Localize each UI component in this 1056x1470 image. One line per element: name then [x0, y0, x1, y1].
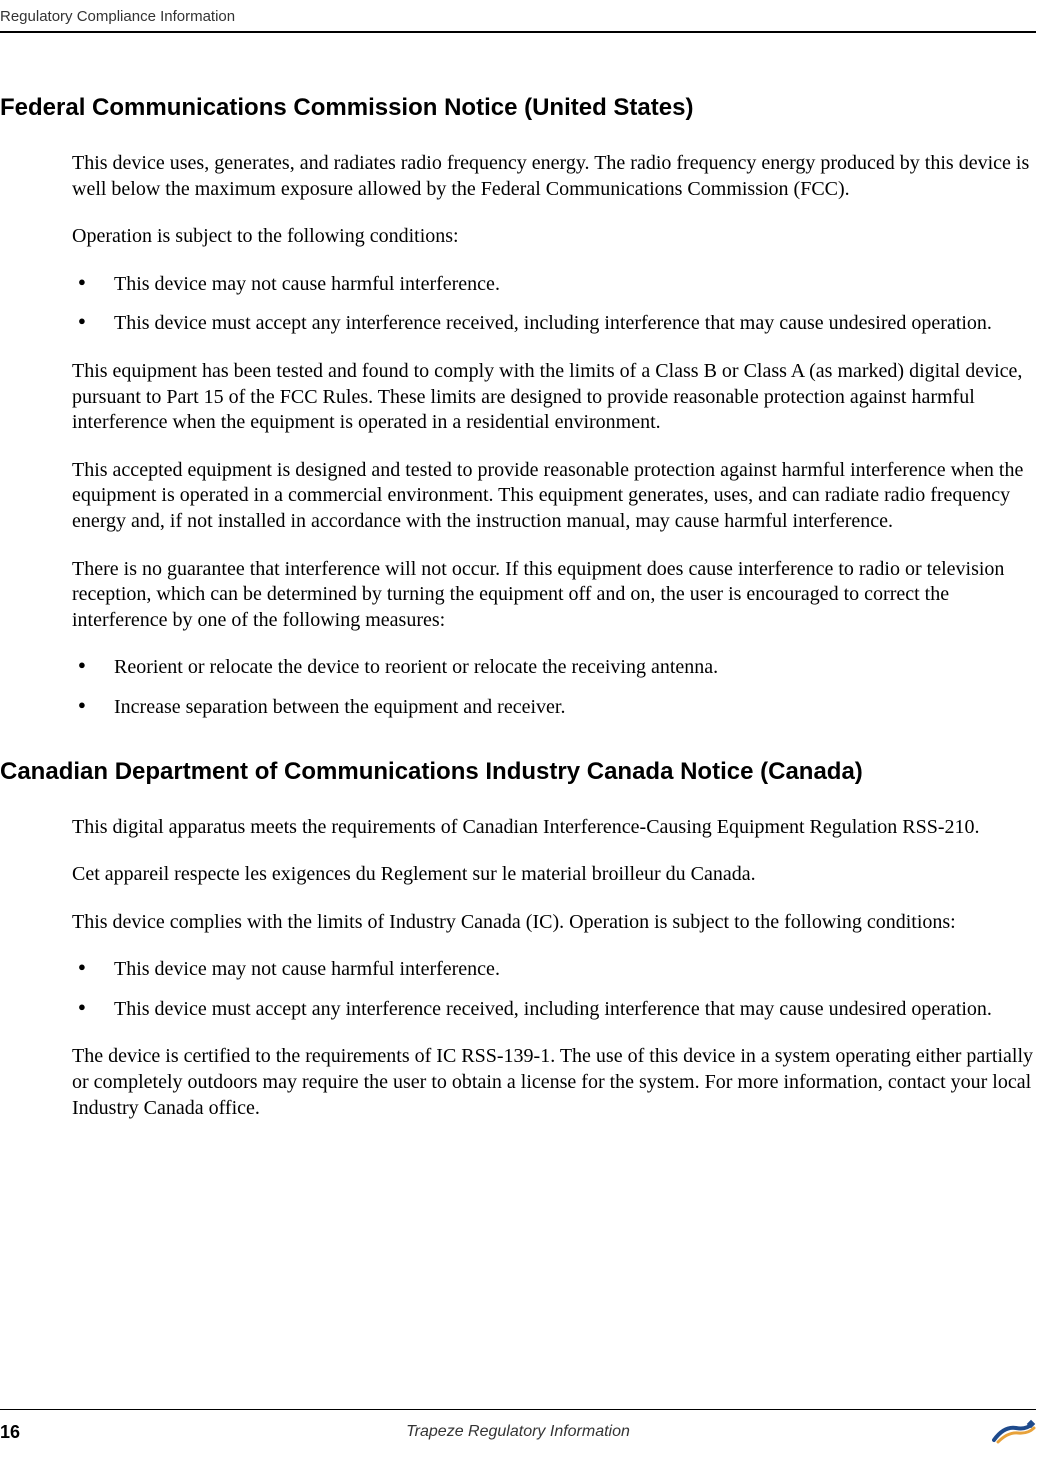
- page-content: Federal Communications Commission Notice…: [0, 93, 1056, 1121]
- page-header: Regulatory Compliance Information: [0, 0, 1036, 33]
- footer-title: Trapeze Regulatory Information: [60, 1423, 976, 1441]
- fcc-paragraph-3: This equipment has been tested and found…: [72, 359, 1036, 436]
- list-item: This device may not cause harmful interf…: [72, 957, 1036, 983]
- canada-paragraph-3: This device complies with the limits of …: [72, 910, 1036, 936]
- canada-conditions-list: This device may not cause harmful interf…: [72, 957, 1036, 1022]
- list-item: Reorient or relocate the device to reori…: [72, 655, 1036, 681]
- canada-heading: Canadian Department of Communications In…: [0, 757, 1036, 787]
- canada-paragraph-1: This digital apparatus meets the require…: [72, 815, 1036, 841]
- fcc-heading: Federal Communications Commission Notice…: [0, 93, 1036, 123]
- list-item: This device must accept any interference…: [72, 997, 1036, 1023]
- list-item: This device must accept any interference…: [72, 311, 1036, 337]
- trapeze-logo-icon: [976, 1418, 1036, 1446]
- fcc-paragraph-2: Operation is subject to the following co…: [72, 224, 1036, 250]
- canada-paragraph-2: Cet appareil respecte les exigences du R…: [72, 862, 1036, 888]
- page-footer: 16 Trapeze Regulatory Information: [0, 1409, 1036, 1446]
- fcc-paragraph-5: There is no guarantee that interference …: [72, 557, 1036, 634]
- fcc-paragraph-1: This device uses, generates, and radiate…: [72, 151, 1036, 202]
- canada-paragraph-4: The device is certified to the requireme…: [72, 1044, 1036, 1121]
- fcc-conditions-list: This device may not cause harmful interf…: [72, 272, 1036, 337]
- list-item: Increase separation between the equipmen…: [72, 695, 1036, 721]
- page-number: 16: [0, 1422, 60, 1443]
- fcc-measures-list: Reorient or relocate the device to reori…: [72, 655, 1036, 720]
- header-title: Regulatory Compliance Information: [0, 8, 235, 25]
- fcc-paragraph-4: This accepted equipment is designed and …: [72, 458, 1036, 535]
- list-item: This device may not cause harmful interf…: [72, 272, 1036, 298]
